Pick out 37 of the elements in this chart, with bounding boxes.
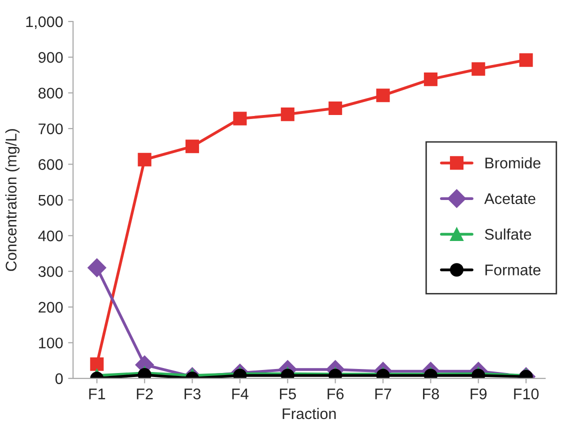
y-tick-label: 300 — [38, 266, 63, 278]
x-tick-label: F3 — [184, 388, 201, 400]
x-tick-label: F1 — [89, 388, 106, 400]
y-axis-title: Concentration (mg/L) — [5, 129, 20, 271]
y-tick-label: 600 — [38, 159, 63, 170]
point — [233, 112, 247, 126]
point — [328, 101, 342, 115]
x-tick-label: F8 — [423, 388, 439, 400]
y-tick-label: 800 — [38, 88, 63, 99]
point — [138, 152, 152, 166]
x-tick-label: F6 — [328, 388, 344, 400]
y-tick-label: 0 — [55, 373, 63, 384]
y-tick-label: 200 — [38, 302, 63, 313]
point — [424, 72, 438, 86]
point — [376, 88, 390, 102]
y-tick-label: 500 — [38, 194, 63, 206]
x-tick-label: F9 — [470, 388, 487, 400]
y-tick-label: 700 — [38, 123, 63, 134]
point — [280, 108, 294, 122]
y-tick-label: 900 — [38, 52, 63, 63]
legend-label: Acetate — [484, 193, 536, 204]
x-tick-label: F7 — [375, 388, 392, 400]
x-axis-title: Fraction — [282, 408, 336, 420]
point — [88, 258, 106, 278]
x-tick-label: F5 — [280, 388, 296, 400]
legend-label: Sulfate — [484, 228, 532, 240]
point — [472, 62, 486, 76]
x-tick-label: F10 — [514, 388, 539, 400]
x-tick-label: F2 — [136, 388, 153, 400]
point — [519, 53, 533, 67]
y-tick-label: 400 — [38, 230, 63, 242]
legend-label: Formate — [485, 264, 540, 276]
point — [186, 140, 200, 154]
y-tick-label: 1,000 — [26, 16, 63, 29]
legend-label: Bromide — [485, 157, 540, 168]
x-tick-label: F4 — [232, 388, 248, 400]
y-tick-label: 100 — [39, 338, 63, 348]
